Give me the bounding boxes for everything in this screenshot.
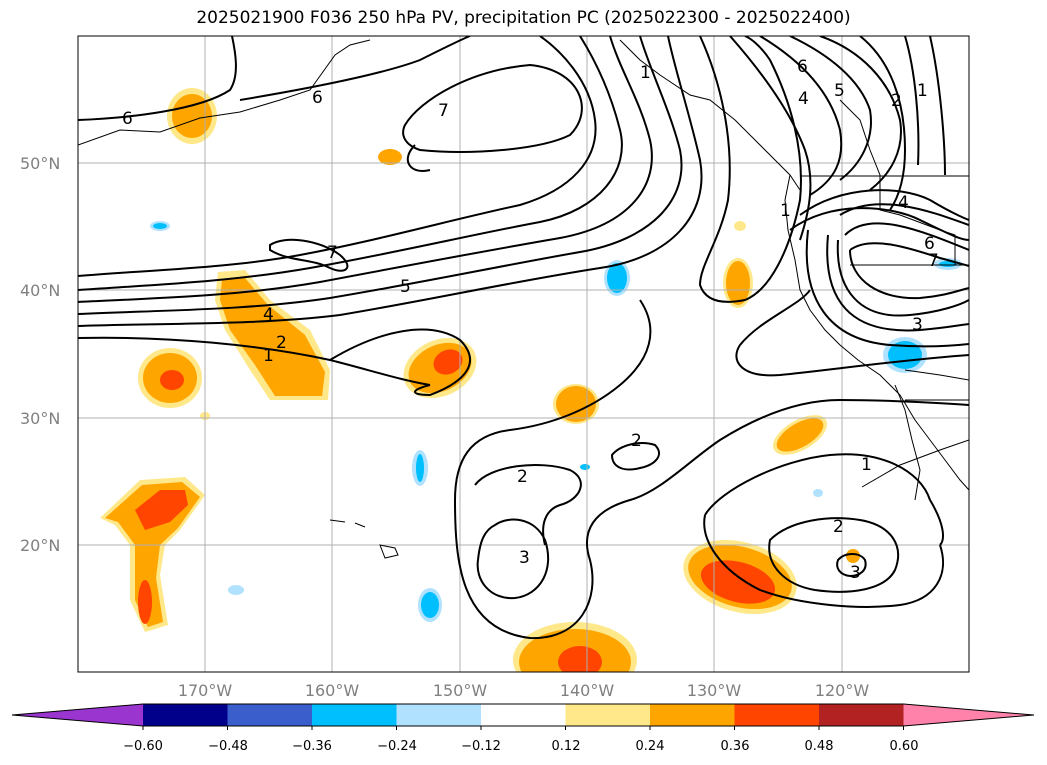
contour-label: 7: [928, 251, 939, 271]
contour-label: 3: [912, 315, 923, 335]
map-frame: [77, 35, 970, 673]
colorbar-segment: [650, 704, 735, 726]
contour-label: 7: [438, 101, 449, 121]
pv-contours: [78, 36, 969, 640]
lat-label-30: 30°N: [20, 409, 60, 428]
contour-label: 1: [263, 346, 274, 366]
contour-label: 2: [517, 467, 528, 487]
colorbar-segment: [734, 704, 820, 726]
map-gridlines: [78, 36, 969, 672]
lat-label-40: 40°N: [20, 281, 60, 300]
pv-contour-labels: 6 6 7 7 5 4 2 1 6 4 5 2 1 1 4 6 7 3 2 2 …: [122, 57, 939, 583]
colorbar-tick-label: 0.24: [636, 739, 665, 754]
colorbar-segment: [396, 704, 482, 726]
colorbar-segment: [227, 704, 313, 726]
colorbar-tick-label: 0.48: [805, 739, 834, 754]
colorbar-extend-low: [12, 704, 143, 726]
colorbar-tick-label: −0.48: [208, 739, 248, 754]
colorbar-extend-high: [903, 704, 1034, 726]
colorbar-tick-labels: −0.60 −0.48 −0.36 −0.24 −0.12 0.12 0.24 …: [123, 739, 918, 754]
colorbar-tick-label: 0.12: [552, 739, 581, 754]
contour-label: 5: [834, 81, 845, 101]
colorbar-segment: [312, 704, 397, 726]
colorbar-tick-label: −0.60: [123, 739, 163, 754]
contour-label: 4: [798, 89, 809, 109]
contour-label: 6: [122, 109, 133, 129]
contour-label: 5: [400, 277, 411, 297]
lat-label-50: 50°N: [20, 154, 60, 173]
contour-label: 7: [327, 243, 338, 263]
colorbar-tick-label: 0.60: [890, 739, 919, 754]
latitude-labels: 50°N 40°N 30°N 20°N: [20, 154, 60, 555]
contour-label: 4: [263, 305, 274, 325]
map-title: 2025021900 F036 250 hPa PV, precipitatio…: [196, 8, 851, 28]
contour-label: 1: [780, 201, 791, 221]
colorbar-tick-label: −0.12: [461, 739, 501, 754]
colorbar-segment: [481, 704, 566, 726]
contour-label: 2: [276, 333, 287, 353]
lon-label-120w: 120°W: [815, 681, 870, 700]
lon-label-160w: 160°W: [305, 681, 360, 700]
colorbar-segment: [565, 704, 651, 726]
contour-label: 2: [833, 517, 844, 537]
colorbar: [11, 703, 1035, 730]
contour-label: 2: [891, 91, 902, 111]
contour-label: 4: [898, 193, 909, 213]
map-background: [78, 36, 969, 672]
colorbar-tick-label: −0.24: [377, 739, 417, 754]
contour-label: 6: [797, 57, 808, 77]
colorbar-segment: [143, 704, 228, 726]
lon-label-170w: 170°W: [178, 681, 233, 700]
contour-label: 1: [861, 455, 872, 475]
contour-label: 6: [924, 234, 935, 254]
lon-label-150w: 150°W: [433, 681, 488, 700]
contour-label: 2: [631, 431, 642, 451]
lon-label-140w: 140°W: [560, 681, 615, 700]
colorbar-tick-label: 0.36: [721, 739, 750, 754]
lon-label-130w: 130°W: [687, 681, 742, 700]
contour-label: 1: [917, 81, 928, 101]
contour-label: 1: [640, 63, 651, 83]
colorbar-segment: [819, 704, 904, 726]
longitude-labels: 170°W 160°W 150°W 140°W 130°W 120°W: [178, 681, 870, 700]
lat-label-20: 20°N: [20, 536, 60, 555]
colorbar-tick-label: −0.36: [292, 739, 332, 754]
contour-label: 3: [519, 548, 530, 568]
contour-label: 3: [850, 563, 861, 583]
contour-label: 6: [312, 88, 323, 108]
